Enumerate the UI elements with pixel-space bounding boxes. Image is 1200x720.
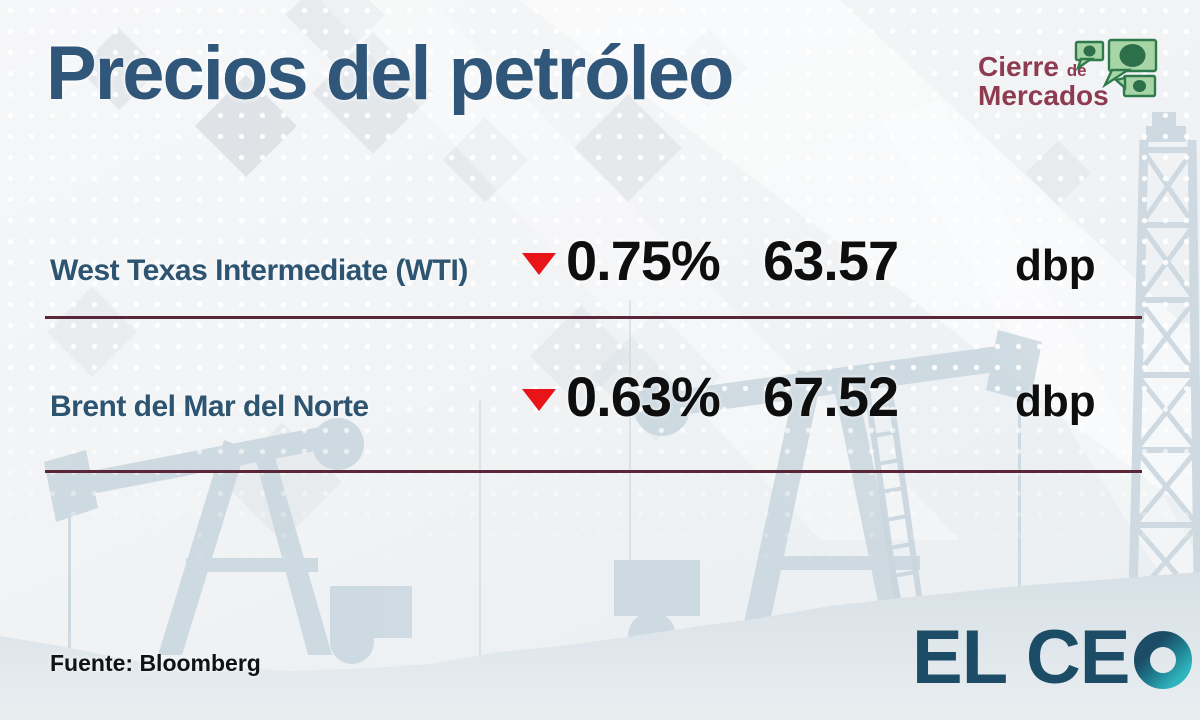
brand-line1: Cierre de [978,52,1168,81]
change-percent: 0.63% [566,365,721,428]
cable-lines [479,300,631,660]
price-value: 67.52 [763,365,899,428]
price-value: 63.57 [763,229,899,292]
pump-jack-silhouette-left [44,418,412,664]
page-title: Precios del petróleo [46,31,734,116]
row-divider [45,470,1142,473]
down-arrow-icon [522,252,556,275]
brand-word-mercados: Mercados [978,80,1109,112]
row-divider [45,316,1142,319]
price-row-brent: Brent del Mar del Norte 0.63% 67.52 dbp [0,364,1200,429]
source-credit: Fuente: Bloomberg [50,650,261,676]
elceo-logo: EL CE [912,620,1194,696]
brand-text: Cierre de Mercados [978,52,1168,111]
price-unit: dbp [1015,241,1096,290]
brand-word-cierre: Cierre [978,51,1059,82]
cierre-de-mercados-logo: Cierre de Mercados [978,38,1168,111]
elceo-o-ring-icon [1134,631,1193,689]
down-arrow-icon [522,388,556,411]
instrument-label: West Texas Intermediate (WTI) [50,254,468,287]
instrument-label: Brent del Mar del Norte [50,390,369,423]
elceo-logo-text: EL CE [912,615,1130,700]
money-bills-icon [1074,38,1158,98]
price-unit: dbp [1015,377,1096,426]
change-percent: 0.75% [566,229,721,292]
price-row-wti: West Texas Intermediate (WTI) 0.75% 63.5… [0,228,1200,293]
